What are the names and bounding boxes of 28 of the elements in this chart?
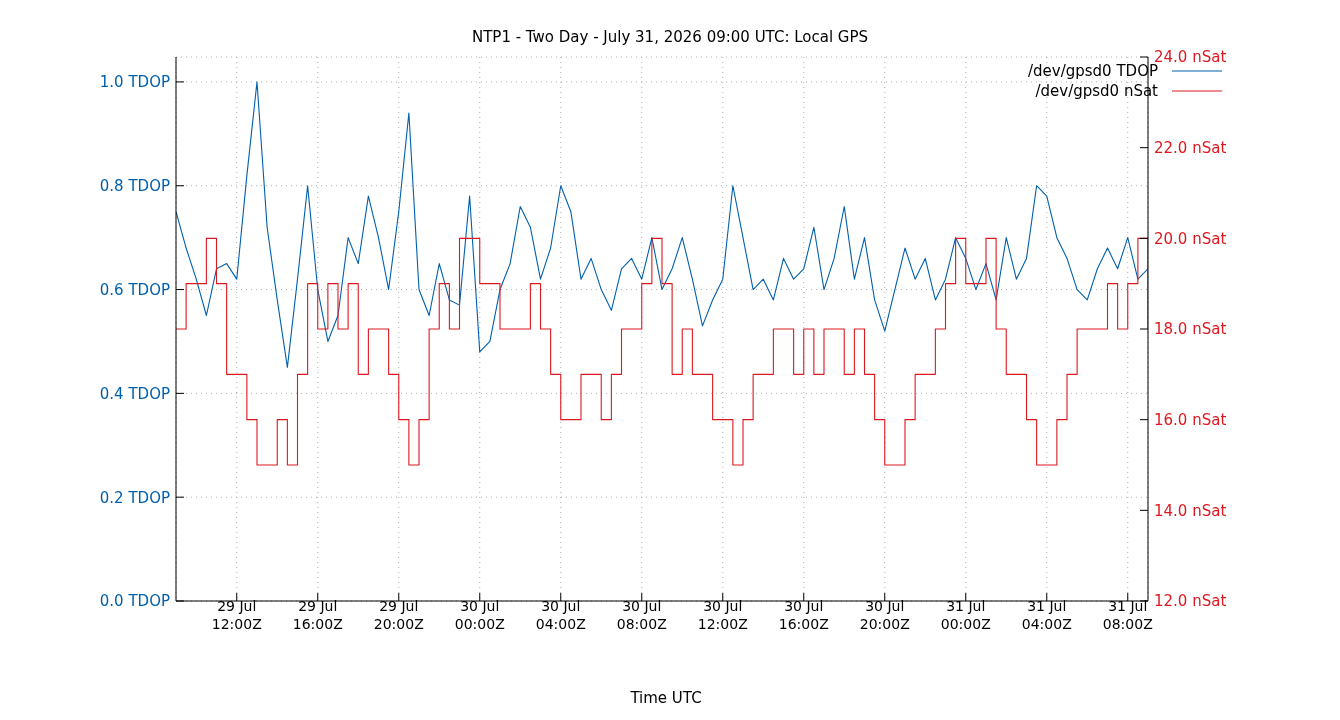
y-tick-label: 0.2 TDOP <box>99 488 170 507</box>
y2-tick-label: 18.0 nSat <box>1154 320 1227 339</box>
y-tick-label: 1.0 TDOP <box>99 73 170 92</box>
y2-tick-label: 14.0 nSat <box>1154 501 1227 520</box>
x-tick-label: 29 Jul 16:00Z <box>292 598 343 632</box>
x-tick-label: 29 Jul 20:00Z <box>373 598 424 632</box>
y2-tick-label: 22.0 nSat <box>1154 138 1227 157</box>
x-tick-label: 31 Jul 08:00Z <box>1102 598 1153 632</box>
x-tick-label: 30 Jul 20:00Z <box>859 598 910 632</box>
legend-label: /dev/gpsd0 nSat <box>1035 82 1158 100</box>
y-tick-label: 0.6 TDOP <box>99 280 170 299</box>
chart-title: NTP1 - Two Day - July 31, 2026 09:00 UTC: Local GPS <box>470 28 870 46</box>
x-tick-label: 30 Jul 08:00Z <box>616 598 667 632</box>
y2-tick-label: 20.0 nSat <box>1154 229 1227 248</box>
x-tick-label: 30 Jul 00:00Z <box>454 598 505 632</box>
x-tick-label: 30 Jul 12:00Z <box>697 598 748 632</box>
x-tick-label: 31 Jul 04:00Z <box>1021 598 1072 632</box>
x-tick-label: 29 Jul 12:00Z <box>211 598 262 632</box>
x-tick-label: 30 Jul 04:00Z <box>535 598 586 632</box>
x-tick-label: 31 Jul 00:00Z <box>940 598 991 632</box>
y-tick-label: 0.0 TDOP <box>99 592 170 611</box>
y2-tick-label: 12.0 nSat <box>1154 592 1227 611</box>
y-tick-label: 0.8 TDOP <box>99 177 170 196</box>
legend-label: /dev/gpsd0 TDOP <box>1028 62 1158 80</box>
x-tick-label: 30 Jul 16:00Z <box>778 598 829 632</box>
x-axis-title: Time UTC <box>629 689 703 707</box>
y-tick-label: 0.4 TDOP <box>99 384 170 403</box>
y2-tick-label: 16.0 nSat <box>1154 410 1227 429</box>
